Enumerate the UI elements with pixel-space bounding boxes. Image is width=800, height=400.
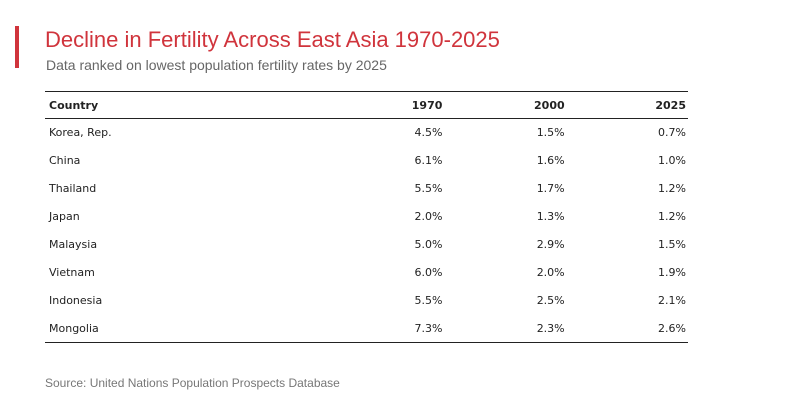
chart-title: Decline in Fertility Across East Asia 19… <box>45 27 500 52</box>
cell-2000: 1.3% <box>536 210 565 223</box>
table-row: Vietnam 6.0% 2.0% 1.9% <box>45 259 688 287</box>
cell-2025: 1.2% <box>658 182 686 195</box>
cell-1970: 4.5% <box>414 126 443 140</box>
cell-1970: 5.5% <box>414 294 443 307</box>
cell-2025: 2.6% <box>564 314 688 343</box>
cell-2000: 1.7% <box>536 182 565 195</box>
cell-1970: 2.0% <box>414 210 443 223</box>
cell-country: Korea, Rep. <box>49 126 112 140</box>
cell-2025: 2.1% <box>658 294 686 307</box>
cell-2000: 2.0% <box>536 266 565 279</box>
header-1970: 1970 <box>327 91 443 119</box>
cell-2025: 1.2% <box>658 210 686 223</box>
cell-2000: 1.6% <box>536 154 565 167</box>
cell-2000: 2.9% <box>536 238 565 251</box>
cell-2025: 1.9% <box>658 266 686 279</box>
table-row: Mongolia 7.3% 2.3% 2.6% <box>45 314 688 343</box>
cell-1970: 5.0% <box>414 238 443 251</box>
table-row: Thailand 5.5% 1.7% 1.2% <box>45 175 688 203</box>
cell-1970: 6.0% <box>414 266 443 279</box>
cell-2025: 0.7% <box>658 126 686 140</box>
fertility-table: Country 1970 2000 2025 Korea, Rep. 4.5% … <box>45 91 688 343</box>
table-row: China 6.1% 1.6% 1.0% <box>45 147 688 175</box>
table-body: Korea, Rep. 4.5% 1.5% 0.7% China 6.1% 1.… <box>45 119 688 343</box>
table-row: Malaysia 5.0% 2.9% 1.5% <box>45 231 688 259</box>
cell-country: Vietnam <box>49 266 95 279</box>
cell-2025: 1.5% <box>658 238 686 251</box>
table-row: Korea, Rep. 4.5% 1.5% 0.7% <box>45 119 688 147</box>
source-note: Source: United Nations Population Prospe… <box>45 376 340 390</box>
cell-1970: 5.5% <box>414 182 443 195</box>
header-2000: 2000 <box>442 91 565 119</box>
table-row: Indonesia 5.5% 2.5% 2.1% <box>45 287 688 315</box>
cell-1970: 7.3% <box>327 314 443 343</box>
cell-country: Malaysia <box>49 238 98 251</box>
cell-country: Indonesia <box>49 294 103 307</box>
cell-2000: 2.5% <box>536 294 565 307</box>
cell-country: Japan <box>49 210 80 223</box>
cell-1970: 6.1% <box>414 154 443 167</box>
cell-2025: 1.0% <box>658 154 686 167</box>
cell-2000: 1.5% <box>536 126 565 140</box>
header-country: Country <box>45 91 328 119</box>
cell-2000: 2.3% <box>442 314 565 343</box>
header-2025: 2025 <box>564 91 688 119</box>
cell-country: Thailand <box>49 182 97 195</box>
cell-country: Mongolia <box>45 314 328 343</box>
table-header-row: Country 1970 2000 2025 <box>45 91 688 119</box>
cell-country: China <box>49 154 81 167</box>
chart-subtitle: Data ranked on lowest population fertili… <box>46 57 387 73</box>
title-accent-bar <box>15 26 19 68</box>
table-row: Japan 2.0% 1.3% 1.2% <box>45 203 688 231</box>
